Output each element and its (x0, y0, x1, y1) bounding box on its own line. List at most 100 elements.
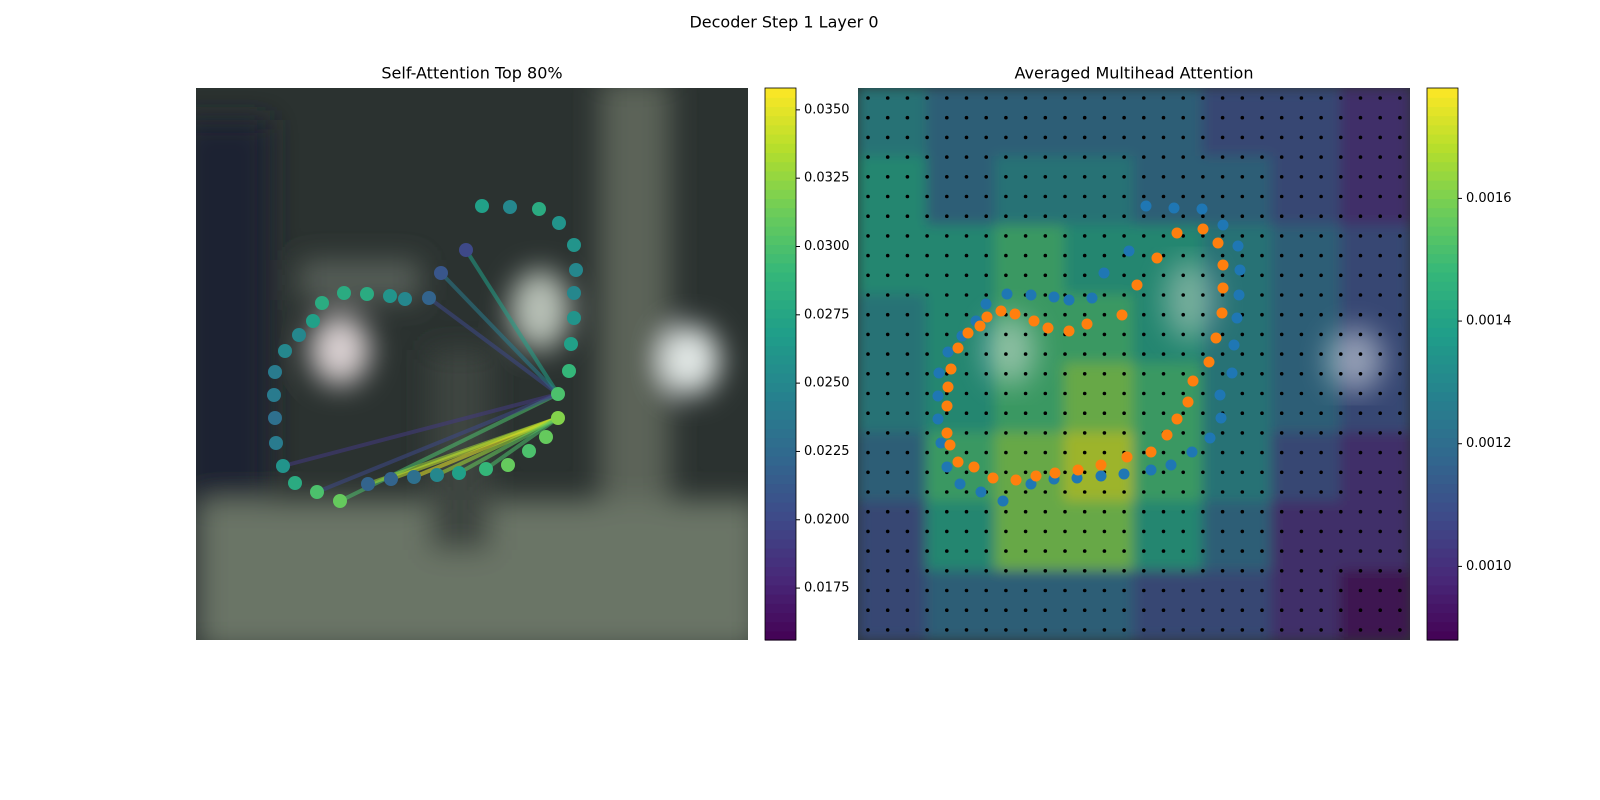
grid-dot (1319, 253, 1323, 258)
grid-dot (1082, 470, 1087, 475)
grid-dot (945, 411, 949, 416)
grid-dot (1023, 549, 1028, 553)
colorbar-segment (765, 630, 796, 641)
colorbar-segment (1427, 557, 1458, 567)
grid-dot (1102, 115, 1107, 120)
grid-dot (1161, 372, 1166, 376)
grid-dot (1358, 352, 1363, 356)
grid-dot (1004, 332, 1008, 337)
grid-dot (984, 549, 988, 553)
grid-dot (1201, 372, 1205, 376)
grid-dot (1063, 628, 1067, 632)
heat-cell (1064, 570, 1135, 640)
grid-dot (1023, 253, 1028, 258)
grid-dot (1063, 549, 1067, 553)
grid-dot (1319, 312, 1323, 317)
colorbar-segment (1427, 299, 1458, 310)
point (383, 289, 397, 303)
grid-dot (1102, 391, 1107, 396)
point (539, 430, 553, 444)
grid-dot (1043, 273, 1048, 278)
grid-dot (945, 273, 949, 278)
grid-dot (1220, 96, 1225, 100)
grid-dot (866, 253, 870, 258)
grid-dot (1398, 293, 1402, 297)
grid-dot (1063, 273, 1067, 278)
grid-dot (1299, 155, 1304, 159)
grid-dot (945, 628, 949, 632)
grid-dot (964, 352, 969, 356)
grid-dot (1102, 332, 1107, 337)
grid-dot (1122, 96, 1126, 100)
grid-dot (1279, 509, 1284, 514)
grid-dot (1063, 509, 1067, 514)
grid-dot (1201, 332, 1205, 337)
grid-dot (1260, 450, 1264, 455)
grid-dot (1279, 431, 1284, 435)
heat-cell (1133, 88, 1204, 158)
panel-title: Averaged Multihead Attention (1015, 64, 1254, 83)
point (1131, 279, 1143, 291)
heat-cell (995, 88, 1066, 158)
grid-dot (984, 214, 988, 218)
colorbar-segment (765, 566, 796, 577)
grid-dot (1398, 194, 1402, 199)
grid-dot (1398, 569, 1402, 573)
grid-dot (1279, 450, 1284, 455)
grid-dot (1063, 352, 1067, 356)
grid-dot (1023, 234, 1028, 238)
grid-dot (1181, 273, 1185, 278)
point (310, 485, 324, 499)
grid-dot (1201, 96, 1205, 100)
colorbar-segment (1427, 207, 1458, 218)
heat-cell (1133, 570, 1204, 640)
point (1071, 472, 1083, 484)
grid-dot (1319, 194, 1323, 199)
heat-cell (1340, 156, 1410, 227)
point (1081, 318, 1093, 330)
point (1226, 367, 1238, 379)
grid-dot (885, 470, 890, 475)
grid-dot (885, 253, 890, 258)
grid-dot (1063, 155, 1067, 159)
grid-dot (1142, 352, 1146, 356)
grid-dot (1161, 352, 1166, 356)
grid-dot (1082, 588, 1087, 593)
grid-dot (1299, 431, 1304, 435)
grid-dot (984, 608, 988, 612)
point (422, 291, 436, 305)
grid-dot (1043, 234, 1048, 238)
grid-dot (1043, 549, 1048, 553)
grid-dot (885, 96, 890, 100)
grid-dot (925, 411, 929, 416)
grid-dot (1319, 450, 1323, 455)
grid-dot (1043, 431, 1048, 435)
grid-dot (925, 155, 929, 159)
grid-dot (1240, 588, 1245, 593)
grid-dot (945, 608, 949, 612)
grid-dot (1142, 175, 1146, 179)
grid-dot (1142, 214, 1146, 218)
grid-dot (905, 588, 910, 593)
point (1042, 322, 1054, 334)
grid-dot (1122, 411, 1126, 416)
colorbar-segment (765, 262, 796, 273)
grid-dot (1279, 391, 1284, 396)
grid-dot (1122, 569, 1126, 573)
colorbar-tick-label: 0.0014 (1466, 314, 1512, 329)
grid-dot (1339, 332, 1343, 337)
grid-dot (1004, 352, 1008, 356)
colorbar-segment (1427, 124, 1458, 135)
grid-dot (964, 293, 969, 297)
grid-dot (1240, 175, 1245, 179)
grid-dot (1161, 490, 1166, 494)
grid-dot (1279, 155, 1284, 159)
grid-dot (866, 332, 870, 337)
point (1123, 245, 1135, 257)
grid-dot (1358, 450, 1363, 455)
point (569, 263, 583, 277)
point (1210, 332, 1222, 344)
grid-dot (1082, 509, 1087, 514)
heat-cell (1271, 570, 1342, 640)
point (1049, 467, 1061, 479)
